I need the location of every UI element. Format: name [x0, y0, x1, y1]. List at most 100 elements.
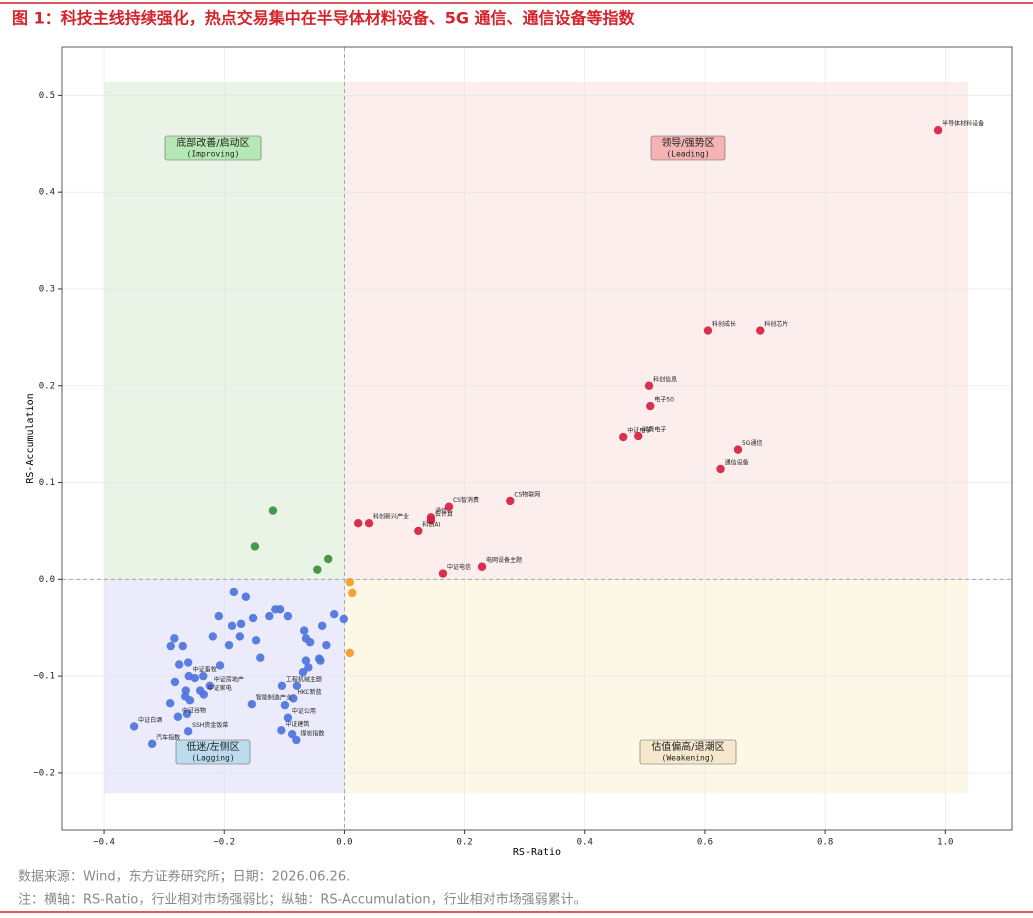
point [322, 640, 331, 650]
point [166, 641, 175, 651]
x-tick-label: 0.2 [456, 838, 472, 848]
point [506, 496, 515, 506]
point [646, 401, 655, 411]
point [235, 632, 245, 641]
point [236, 619, 246, 629]
point [444, 502, 454, 511]
point-label: 中证公用 [292, 707, 316, 715]
y-tick-label: 0.2 [39, 381, 55, 391]
point [185, 696, 195, 705]
point [199, 690, 209, 699]
point-label: 5G通信 [742, 439, 762, 447]
point-label: 智能制造产业 [256, 694, 292, 702]
point [268, 506, 278, 515]
point [265, 611, 274, 621]
x-tick-label: −0.4 [93, 838, 115, 848]
point [298, 668, 308, 677]
point [215, 661, 225, 670]
point-label: 中证电信 [447, 563, 471, 571]
y-tick-label: 0.3 [39, 284, 55, 294]
point [287, 729, 297, 739]
quadrant-sublabel: (Leading) [666, 150, 709, 159]
y-tick-label: 0.1 [39, 478, 55, 488]
point [248, 613, 258, 623]
point [170, 634, 179, 643]
point [716, 464, 725, 474]
point [345, 578, 355, 587]
point-label: 中证家电 [208, 684, 232, 692]
point [354, 518, 363, 528]
plot-area: 领导/强势区(Leading) 估值偏高/退潮区(Weakening) 低迷/左侧区… [25, 46, 1013, 858]
point [289, 694, 298, 703]
point [183, 727, 193, 736]
point [438, 569, 448, 578]
point-label: 中证白酒 [138, 716, 162, 724]
point [247, 699, 257, 709]
quadrant [344, 81, 969, 580]
point-label: 科创信息 [653, 375, 677, 383]
point-label: 消费电子 [642, 426, 666, 434]
point [283, 713, 293, 722]
point-label: 通信 [435, 507, 447, 515]
y-tick-label: −0.1 [33, 672, 55, 682]
point-label: 中证电子 [627, 427, 651, 435]
point-label: CS智消费 [453, 496, 479, 504]
point [644, 381, 654, 390]
point [277, 726, 286, 735]
point-label: 科创成长 [712, 320, 736, 328]
source-note: 数据来源：Wind，东方证券研究所；日期：2026.06.26. [18, 869, 350, 885]
point [301, 656, 311, 665]
chart-title: 图 1：科技主线持续强化，热点交易集中在半导体材料设备、5G 通信、通信设备等指… [12, 9, 636, 28]
y-tick-label: 0.4 [39, 188, 55, 198]
point [426, 516, 436, 525]
quadrant-label: 估值偏高/退潮区 [651, 740, 724, 753]
point [182, 709, 192, 719]
point [316, 656, 325, 665]
point-label: 中证建筑 [285, 720, 309, 728]
point [250, 542, 260, 551]
point [251, 636, 261, 645]
point [414, 526, 423, 536]
point [178, 641, 187, 651]
x-tick-label: 0.4 [577, 838, 593, 848]
point [205, 681, 215, 690]
quadrant-label-box [175, 739, 251, 765]
point [173, 712, 183, 721]
point [174, 660, 184, 669]
point [275, 605, 285, 614]
point [477, 562, 487, 571]
point [703, 326, 713, 335]
y-tick-label: −0.2 [33, 768, 55, 778]
x-tick-label: 0.8 [817, 838, 833, 848]
x-axis-label: RS-Ratio [513, 847, 561, 858]
point [214, 611, 224, 621]
quadrant-sublabel: (Lagging) [191, 754, 234, 763]
point [304, 663, 313, 672]
point-label: CS物联网 [514, 490, 540, 498]
point-label: 通信设备 [725, 458, 749, 466]
point [348, 588, 357, 598]
quadrant-label-box [639, 739, 737, 765]
point [345, 648, 355, 658]
point [634, 431, 643, 441]
point-label: 科创芯片 [764, 320, 788, 328]
point [339, 614, 349, 624]
x-tick-label: 1.0 [937, 838, 953, 848]
quadrant-sublabel: (Improving) [187, 150, 240, 159]
point [619, 432, 628, 442]
point [190, 673, 199, 683]
point [305, 638, 315, 647]
point [227, 621, 237, 630]
point-label: 科创新兴产业 [373, 513, 409, 521]
y-tick-label: 0.0 [39, 575, 55, 585]
x-tick-label: 0.6 [697, 838, 713, 848]
point-label: 中证谷物 [182, 706, 206, 714]
quadrant-label: 低迷/左侧区 [186, 740, 239, 753]
point [165, 699, 175, 708]
point-label: 中证畜牧 [193, 666, 217, 674]
point-label: HKC新蓝 [297, 688, 321, 696]
point [323, 554, 333, 564]
point [199, 671, 208, 681]
point [183, 658, 193, 667]
